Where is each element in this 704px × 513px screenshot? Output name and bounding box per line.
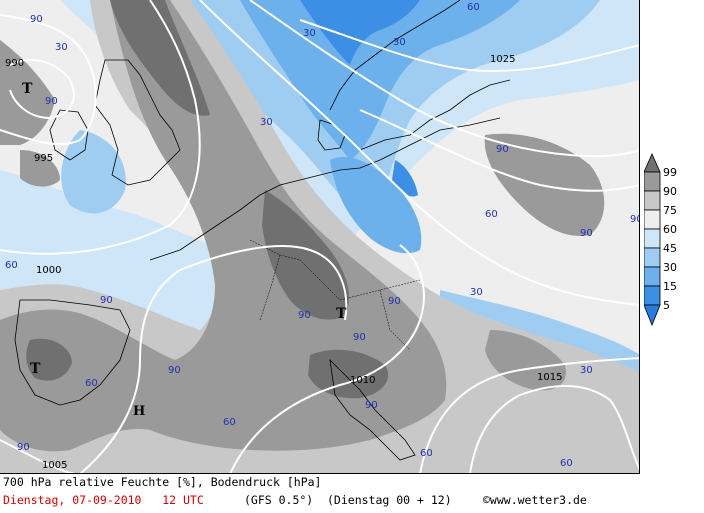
isobar-1000 [0,0,201,255]
isobar-1025c [199,0,639,306]
legend-cap-bottom [643,304,661,327]
rh-label: 30 [303,28,316,39]
legend-label-75: 75 [663,204,677,217]
rh-label: 30 [580,365,593,376]
coastline-britain [94,59,181,186]
rh-label: 90 [353,332,366,343]
weather-map: 990 995 1000 1005 1010 1015 1025 90 30 9… [0,0,640,474]
map-title: 700 hPa relative Feuchte [%], Bodendruck… [3,475,322,489]
isobar-1010 [229,244,425,473]
rh-label: 90 [496,144,509,155]
isobar-label-1005: 1005 [42,460,67,471]
legend-label-15: 15 [663,280,677,293]
rh-90-region-balkan [485,330,566,391]
humidity-field: 990 995 1000 1005 1010 1015 1025 90 30 9… [0,0,640,473]
isobar-990 [9,59,75,120]
isobar-label-1000: 1000 [36,265,61,276]
rh-label: 90 [30,14,43,25]
rh-label: 60 [420,448,433,459]
legend-label-30: 30 [663,261,677,274]
rh-label: 60 [85,378,98,389]
rh-99-core-iberia [26,338,72,381]
humidity-legend: 99 90 75 60 45 30 15 5 [643,152,704,332]
rh-label: 90 [168,365,181,376]
border-lines [249,239,421,351]
legend-swatch-90 [643,171,661,192]
rh-label: 60 [5,260,18,271]
rh-label: 90 [630,214,640,225]
map-date: Dienstag, 07-09-2010 12 UTC [3,493,204,507]
legend-swatch-60 [643,209,661,230]
rh-label: 60 [467,2,480,13]
legend-label-60: 60 [663,223,677,236]
coastline-scandinavia [329,0,461,111]
coastline-ireland [49,109,89,161]
coastline-italy [329,358,416,461]
rh-label: 90 [298,310,311,321]
legend-swatch-45 [643,228,661,249]
map-footer: 700 hPa relative Feuchte [%], Bodendruck… [0,474,704,513]
rh-label: 90 [388,296,401,307]
rh-label: 30 [393,37,406,48]
coastline-iberia [14,299,131,406]
legend-colorbar: 99 90 75 60 45 30 15 5 [643,153,677,327]
rh-30-region-atlantic [61,130,126,214]
legend-label-5: 5 [663,299,670,312]
legend-swatch-30 [643,247,661,268]
legend-swatch-15 [643,266,661,287]
isobar-label-1015: 1015 [537,372,562,383]
rh-90-region-uk [0,40,55,145]
low-pressure-symbol: T [30,361,41,377]
rh-label: 60 [223,417,236,428]
isobar-label-1025: 1025 [490,54,515,65]
rh-90-band [0,0,447,452]
rh-label: 90 [580,228,593,239]
copyright-label[interactable]: ©www.wetter3.de [483,493,587,507]
legend-label-45: 45 [663,242,677,255]
isobar-1015 [469,384,639,473]
low-pressure-symbol: T [336,306,347,322]
legend-cap-top [643,153,661,173]
isobar-1025 [299,19,639,72]
isobar-1020 [419,357,639,473]
isobar-label-1010: 1010 [350,375,375,386]
rh-label: 60 [485,209,498,220]
legend-swatch-75 [643,190,661,211]
rh-15-region-north [240,0,520,160]
coastline-continent [149,117,501,261]
rh-label: 30 [260,117,273,128]
rh-label: 90 [17,442,30,453]
rh-15-region-center [330,156,422,254]
high-pressure-symbol: H [133,404,145,419]
isobar-label-990: 990 [5,58,24,69]
model-label: (GFS 0.5°) [244,493,314,507]
legend-swatch-5 [643,285,661,306]
rh-label: 60 [560,458,573,469]
rh-label: 90 [100,295,113,306]
rh-label: 90 [365,400,378,411]
rh-99-core-central [262,190,350,320]
low-pressure-symbol: T [22,81,33,97]
rh-90-region-uk-2 [20,150,60,187]
isobar-995 [0,14,97,146]
legend-label-99: 99 [663,166,677,179]
rh-label: 30 [55,42,68,53]
coastline-baltic [359,79,511,151]
rh-99-core-south [308,349,389,399]
rh-label: 30 [470,287,483,298]
rh-99-core-northwest [110,0,210,116]
rh-5-region-north [300,0,420,65]
run-label: (Dienstag 00 + 12) [327,493,452,507]
isobar-1025b [359,109,639,192]
isobar-1005 [0,245,348,473]
isobar-label-995: 995 [34,153,53,164]
legend-label-90: 90 [663,185,677,198]
isobar-1025d [249,0,639,158]
rh-label: 90 [45,96,58,107]
